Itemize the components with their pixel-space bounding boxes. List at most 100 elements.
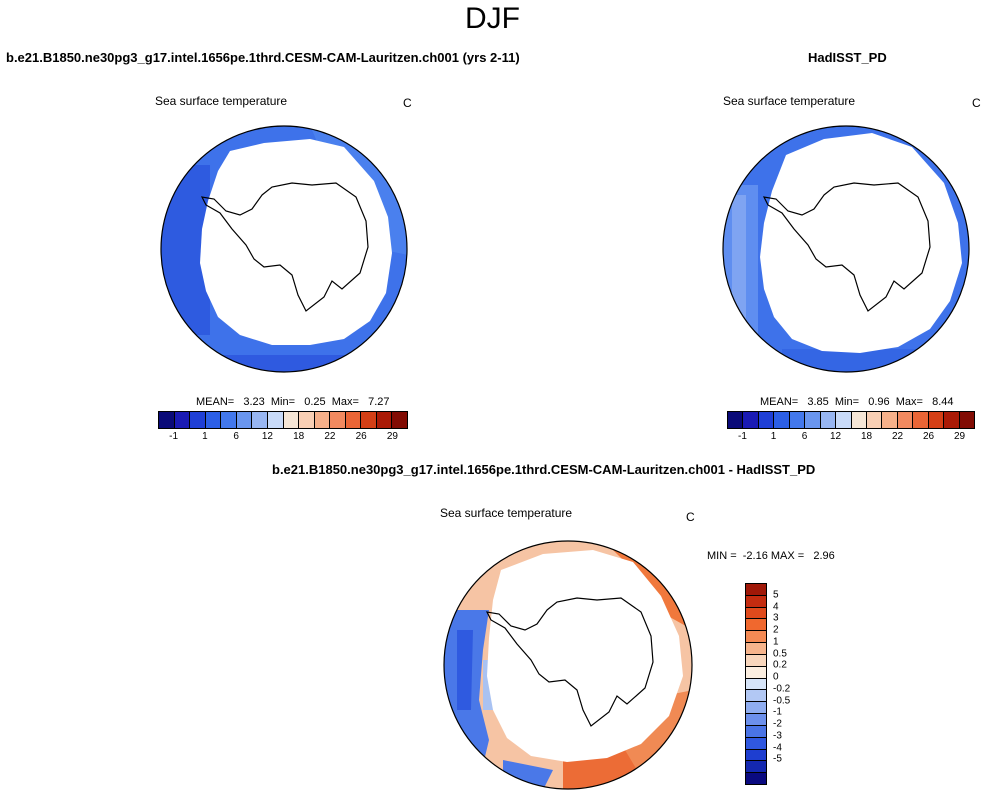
colorbar-tick-label: -0.2: [773, 683, 791, 695]
colorbar-swatch: [746, 595, 766, 608]
obs-colorbar-swatches: [727, 411, 975, 429]
diff-case-title: b.e21.B1850.ne30pg3_g17.intel.1656pe.1th…: [272, 462, 816, 477]
colorbar-swatch: [267, 412, 284, 428]
colorbar-tick-label: 22: [891, 431, 904, 442]
colorbar-tick-label: 12: [261, 431, 273, 442]
colorbar-tick-label: 26: [922, 431, 935, 442]
ocean-band-south: [782, 349, 922, 372]
colorbar-swatch: [376, 412, 393, 428]
model-stats: MEAN= 3.23 Min= 0.25 Max= 7.27: [196, 396, 390, 408]
colorbar-swatch: [913, 412, 929, 428]
colorbar-swatch: [746, 631, 766, 644]
colorbar-swatch: [746, 678, 766, 691]
colorbar-swatch: [190, 412, 206, 428]
colorbar-swatch: [746, 654, 766, 667]
colorbar-swatch: [959, 412, 974, 428]
colorbar-swatch: [746, 737, 766, 750]
colorbar-swatch: [746, 690, 766, 703]
colorbar-swatch: [236, 412, 253, 428]
colorbar-swatch: [746, 584, 766, 596]
colorbar-swatch: [746, 666, 766, 679]
diff-colorbar: 5 4 3 2 1 0.5 0.2 0 -0.2 -0.5 -1 -2 -3 -4 -5: [745, 583, 825, 785]
colorbar-swatch: [746, 749, 766, 762]
sea-ice-mask: [760, 133, 962, 353]
sea-ice-mask: [200, 139, 392, 345]
colorbar-swatch: [205, 412, 222, 428]
diff-units-label: C: [686, 510, 695, 524]
colorbar-swatch: [746, 619, 766, 632]
colorbar-tick-label: -3: [773, 730, 782, 742]
colorbar-swatch: [746, 607, 766, 620]
colorbar-tick-label: -4: [773, 742, 782, 754]
colorbar-tick-label: 0.2: [773, 659, 787, 671]
colorbar-tick-label: 1: [770, 431, 777, 442]
colorbar-tick-label: 29: [386, 431, 398, 442]
sea-ice-mask: [487, 550, 683, 762]
colorbar-tick-label: 2: [773, 624, 779, 636]
colorbar-swatch: [345, 412, 362, 428]
colorbar-tick-label: 22: [324, 431, 336, 442]
colorbar-tick-label: 4: [773, 601, 779, 613]
colorbar-swatch: [928, 412, 945, 428]
negative-anomaly-west-core: [457, 630, 473, 710]
obs-colorbar: -1 1 6 12 18 22 26 29: [727, 411, 975, 442]
colorbar-tick-label: 18: [860, 431, 873, 442]
colorbar-swatch: [851, 412, 867, 428]
colorbar-tick-label: 3: [773, 612, 779, 624]
obs-variable-label: Sea surface temperature: [723, 94, 856, 108]
colorbar-tick-label: -5: [773, 753, 782, 765]
colorbar-swatch: [866, 412, 883, 428]
obs-case-title: HadISST_PD: [808, 50, 887, 65]
diff-variable-label: Sea surface temperature: [440, 506, 573, 520]
colorbar-tick-label: 26: [355, 431, 367, 442]
colorbar-swatch: [805, 412, 821, 428]
colorbar-swatch: [252, 412, 268, 428]
colorbar-swatch: [330, 412, 346, 428]
model-case-title: b.e21.B1850.ne30pg3_g17.intel.1656pe.1th…: [6, 50, 520, 65]
colorbar-tick-label: -0.5: [773, 695, 791, 707]
diff-stats: MIN = -2.16 MAX = 2.96: [707, 550, 835, 562]
colorbar-tick-label: 29: [953, 431, 966, 442]
colorbar-tick-label: 12: [829, 431, 842, 442]
colorbar-tick-label: -1: [169, 431, 179, 442]
antarctica-coastline: [485, 597, 654, 727]
antarctica-coastline: [200, 182, 369, 312]
ocean-cool-band-inner: [732, 195, 746, 325]
colorbar-tick-label: 5: [773, 589, 779, 601]
colorbar-swatch: [299, 412, 315, 428]
colorbar-tick-label: 1: [773, 636, 779, 648]
colorbar-tick-label: 0: [773, 671, 779, 683]
model-sst-map: [160, 125, 408, 373]
model-units-label: C: [403, 96, 412, 110]
colorbar-tick-label: -1: [738, 431, 747, 442]
colorbar-swatch: [159, 412, 175, 428]
colorbar-swatch: [283, 412, 300, 428]
colorbar-swatch: [746, 702, 766, 715]
colorbar-swatch: [774, 412, 790, 428]
colorbar-swatch: [392, 412, 407, 428]
diff-sst-map: [443, 540, 693, 790]
colorbar-swatch: [174, 412, 191, 428]
colorbar-swatch: [789, 412, 806, 428]
colorbar-swatch: [882, 412, 898, 428]
antarctica-coastline: [762, 182, 931, 312]
colorbar-swatch: [746, 643, 766, 655]
colorbar-swatch: [746, 714, 766, 726]
model-colorbar-swatches: [158, 411, 408, 429]
figure-title: DJF: [465, 2, 520, 35]
model-variable-label: Sea surface temperature: [155, 94, 288, 108]
colorbar-swatch: [361, 412, 377, 428]
colorbar-swatch: [221, 412, 237, 428]
colorbar-swatch: [897, 412, 914, 428]
colorbar-swatch: [746, 725, 766, 738]
obs-sst-map: [722, 125, 970, 373]
colorbar-swatch: [743, 412, 759, 428]
ocean-warm-band: [161, 165, 210, 335]
colorbar-swatch: [836, 412, 852, 428]
model-colorbar: -1 1 6 12 18 22 26 29: [158, 411, 408, 442]
diff-colorbar-swatches: [745, 583, 767, 785]
colorbar-tick-label: -1: [773, 706, 782, 718]
colorbar-swatch: [944, 412, 960, 428]
colorbar-swatch: [728, 412, 744, 428]
colorbar-swatch: [758, 412, 775, 428]
